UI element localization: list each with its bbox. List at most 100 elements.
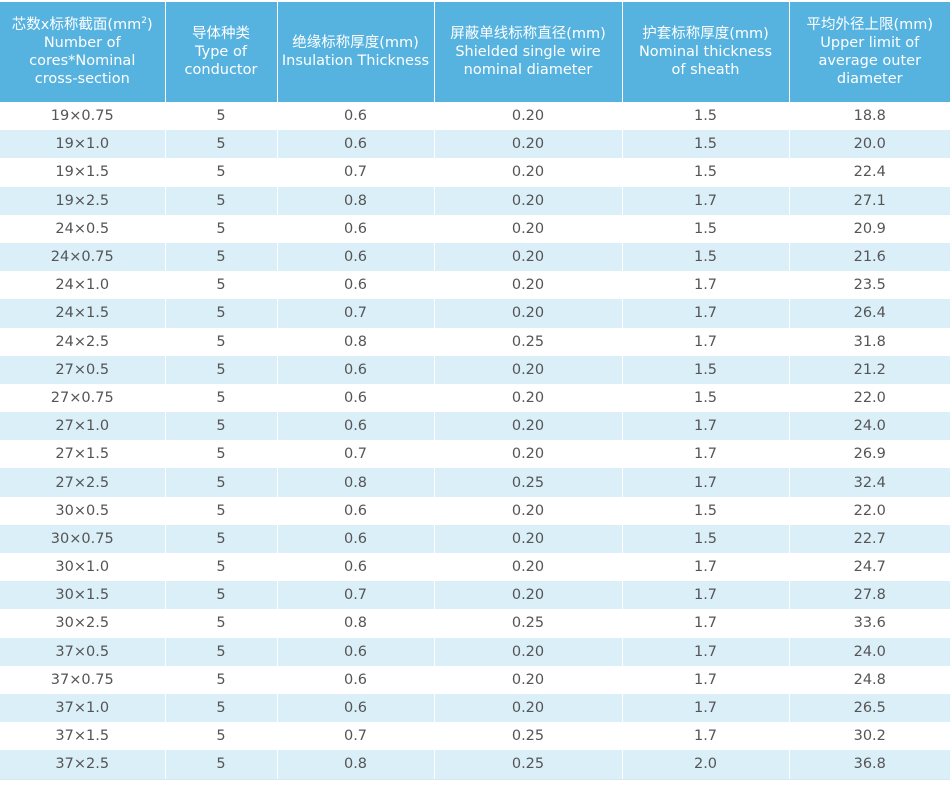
cell-outer-diameter: 23.5 — [789, 271, 950, 300]
table-row: 27×0.75 5 0.6 0.20 1.5 22.0 — [0, 383, 950, 413]
cell-outer-diameter: 32.4 — [789, 468, 950, 497]
cell-sheath: 2.0 — [622, 750, 790, 780]
cell-sheath: 1.7 — [622, 468, 790, 497]
cell-insulation: 0.7 — [277, 299, 435, 328]
cell-sheath: 1.7 — [622, 553, 790, 582]
cell-shield-diameter: 0.20 — [434, 553, 623, 582]
cell-sheath: 1.7 — [622, 412, 790, 441]
table-row: 24×0.75 5 0.6 0.20 1.5 21.6 — [0, 242, 950, 272]
cell-sheath: 1.7 — [622, 440, 790, 469]
cell-outer-diameter: 24.8 — [789, 665, 950, 694]
table-row: 37×0.75 5 0.6 0.20 1.7 24.8 — [0, 665, 950, 694]
cell-shield-diameter: 0.20 — [434, 271, 623, 300]
header-label-en: Type of — [195, 44, 247, 60]
header-conductor-type: 导体种类 Type of conductor — [165, 2, 278, 102]
cell-cores-section: 19×2.5 — [0, 186, 166, 215]
cell-conductor-type: 5 — [165, 553, 278, 582]
cell-conductor-type: 5 — [165, 496, 278, 525]
table-row: 24×1.0 5 0.6 0.20 1.7 23.5 — [0, 271, 950, 300]
cell-cores-section: 19×1.0 — [0, 130, 166, 159]
table-header: 芯数x标称截面(mm2) Number of cores*Nominal cross-… — [0, 2, 950, 102]
cell-insulation: 0.8 — [277, 750, 435, 780]
cell-conductor-type: 5 — [165, 271, 278, 300]
cell-outer-diameter: 24.0 — [789, 412, 950, 441]
cell-shield-diameter: 0.25 — [434, 722, 623, 751]
cell-cores-section: 30×2.5 — [0, 609, 166, 638]
cell-shield-diameter: 0.25 — [434, 750, 623, 780]
cell-shield-diameter: 0.20 — [434, 440, 623, 469]
header-label-en: conductor — [184, 62, 258, 78]
cell-insulation: 0.6 — [277, 553, 435, 582]
cell-conductor-type: 5 — [165, 355, 278, 384]
cell-cores-section: 24×1.0 — [0, 271, 166, 300]
cell-conductor-type: 5 — [165, 327, 278, 356]
cell-sheath: 1.5 — [622, 524, 790, 553]
cell-sheath: 1.5 — [622, 130, 790, 159]
cell-shield-diameter: 0.20 — [434, 496, 623, 525]
cell-shield-diameter: 0.20 — [434, 186, 623, 215]
cell-conductor-type: 5 — [165, 299, 278, 328]
cell-shield-diameter: 0.20 — [434, 383, 623, 413]
cell-conductor-type: 5 — [165, 130, 278, 159]
cell-insulation: 0.6 — [277, 665, 435, 694]
table-row: 37×2.5 5 0.8 0.25 2.0 36.8 — [0, 750, 950, 780]
cell-sheath: 1.5 — [622, 158, 790, 187]
cell-shield-diameter: 0.20 — [434, 299, 623, 328]
header-label-en: Upper limit of — [820, 35, 920, 51]
header-insulation-thickness: 绝缘标称厚度(mm) Insulation Thickness — [277, 2, 435, 102]
cell-insulation: 0.7 — [277, 722, 435, 751]
cell-conductor-type: 5 — [165, 186, 278, 215]
cell-cores-section: 37×2.5 — [0, 750, 166, 780]
cell-sheath: 1.7 — [622, 609, 790, 638]
cell-outer-diameter: 24.7 — [789, 553, 950, 582]
header-label-en: Nominal thickness — [638, 44, 773, 60]
cell-conductor-type: 5 — [165, 581, 278, 610]
cell-cores-section: 30×1.5 — [0, 581, 166, 610]
cell-shield-diameter: 0.20 — [434, 130, 623, 159]
cell-shield-diameter: 0.25 — [434, 609, 623, 638]
cell-conductor-type: 5 — [165, 242, 278, 272]
cell-conductor-type: 5 — [165, 637, 278, 666]
cell-insulation: 0.6 — [277, 693, 435, 723]
table-body: 19×0.75 5 0.6 0.20 1.5 18.8 19×1.0 5 0.6 0.20 1.5 2… — [0, 102, 950, 780]
cell-cores-section: 37×1.5 — [0, 722, 166, 751]
cell-outer-diameter: 21.2 — [789, 355, 950, 384]
table-row: 37×1.5 5 0.7 0.25 1.7 30.2 — [0, 722, 950, 751]
cell-cores-section: 37×0.5 — [0, 637, 166, 666]
cell-shield-diameter: 0.20 — [434, 412, 623, 441]
cell-conductor-type: 5 — [165, 102, 278, 131]
header-label-zh: 芯数x标称截面(mm2) — [11, 16, 153, 33]
cell-outer-diameter: 30.2 — [789, 722, 950, 751]
cell-cores-section: 37×0.75 — [0, 665, 166, 694]
cell-cores-section: 19×0.75 — [0, 102, 166, 131]
cell-sheath: 1.7 — [622, 581, 790, 610]
header-label-en: cores*Nominal — [29, 53, 136, 69]
cell-sheath: 1.5 — [622, 102, 790, 131]
cell-conductor-type: 5 — [165, 468, 278, 497]
cell-insulation: 0.6 — [277, 637, 435, 666]
cell-cores-section: 27×2.5 — [0, 468, 166, 497]
table-row: 19×0.75 5 0.6 0.20 1.5 18.8 — [0, 102, 950, 131]
cell-outer-diameter: 27.8 — [789, 581, 950, 610]
cell-shield-diameter: 0.20 — [434, 242, 623, 272]
table-row: 19×1.0 5 0.6 0.20 1.5 20.0 — [0, 130, 950, 159]
table-row: 27×1.0 5 0.6 0.20 1.7 24.0 — [0, 412, 950, 441]
table-row: 30×0.5 5 0.6 0.20 1.5 22.0 — [0, 496, 950, 525]
cell-shield-diameter: 0.25 — [434, 327, 623, 356]
cell-insulation: 0.8 — [277, 327, 435, 356]
cell-cores-section: 27×0.75 — [0, 383, 166, 413]
cell-sheath: 1.5 — [622, 355, 790, 384]
cell-sheath: 1.7 — [622, 299, 790, 328]
cell-insulation: 0.8 — [277, 609, 435, 638]
cell-outer-diameter: 26.5 — [789, 693, 950, 723]
cell-outer-diameter: 22.0 — [789, 383, 950, 413]
cell-shield-diameter: 0.20 — [434, 102, 623, 131]
cell-insulation: 0.7 — [277, 440, 435, 469]
table-row: 27×0.5 5 0.6 0.20 1.5 21.2 — [0, 355, 950, 384]
cell-outer-diameter: 18.8 — [789, 102, 950, 131]
cell-outer-diameter: 36.8 — [789, 750, 950, 780]
cell-shield-diameter: 0.20 — [434, 355, 623, 384]
header-label-en: Insulation Thickness — [281, 53, 430, 69]
cell-outer-diameter: 22.4 — [789, 158, 950, 187]
